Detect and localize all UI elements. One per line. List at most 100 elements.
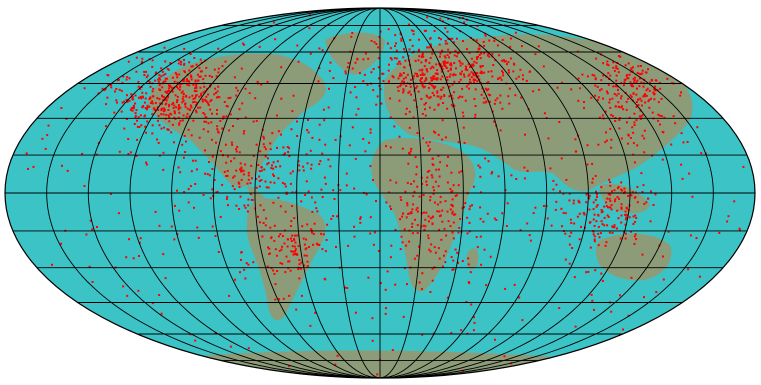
data-point [446, 210, 449, 213]
data-point [620, 221, 623, 224]
data-point [168, 116, 171, 119]
data-point [178, 111, 181, 114]
data-point [324, 182, 327, 185]
data-point [115, 88, 118, 90]
data-point [400, 199, 403, 201]
data-point [608, 206, 611, 209]
data-point [413, 75, 415, 78]
data-point [131, 109, 134, 112]
data-point [189, 52, 192, 55]
data-point [416, 185, 419, 188]
data-point [148, 105, 151, 108]
data-point [437, 133, 440, 136]
data-point [600, 79, 603, 82]
data-point [268, 252, 271, 255]
data-point [429, 148, 431, 151]
data-point [372, 68, 375, 70]
data-point [654, 89, 657, 92]
data-point [389, 57, 392, 59]
data-point [437, 185, 440, 188]
data-point [323, 119, 326, 122]
data-point [459, 64, 462, 67]
data-point [272, 201, 275, 204]
data-point [436, 91, 439, 94]
data-point [163, 126, 166, 129]
data-point [276, 160, 279, 163]
data-point [624, 237, 627, 240]
data-point [283, 183, 286, 185]
data-point [208, 74, 211, 77]
data-point [606, 92, 609, 95]
data-point [297, 268, 300, 270]
data-point [601, 223, 604, 226]
data-point [144, 107, 147, 109]
data-point [308, 27, 311, 30]
data-point [473, 316, 475, 319]
data-point [264, 155, 267, 158]
data-point [310, 196, 313, 199]
data-point [237, 181, 240, 184]
data-point [143, 74, 146, 76]
data-point [651, 111, 654, 114]
data-point [483, 52, 486, 55]
data-point [593, 235, 596, 238]
data-point [160, 127, 163, 130]
data-point [641, 191, 644, 193]
data-point [421, 112, 424, 115]
landmass-south-america [246, 198, 326, 321]
data-point [322, 108, 325, 111]
data-point [235, 150, 238, 153]
data-point [389, 256, 392, 259]
data-point [463, 21, 466, 24]
data-point [632, 142, 635, 145]
data-point [203, 120, 206, 123]
data-point [422, 224, 425, 227]
data-point [134, 102, 137, 105]
data-point [167, 68, 170, 71]
data-point [270, 167, 273, 170]
data-point [474, 88, 477, 91]
data-point [408, 126, 411, 129]
data-point [404, 59, 407, 62]
data-point [400, 37, 403, 40]
data-point [634, 76, 636, 79]
data-point [451, 190, 454, 193]
data-point [443, 64, 446, 67]
data-point [159, 102, 162, 105]
data-point [162, 151, 165, 154]
data-point [479, 235, 482, 238]
data-point [445, 61, 448, 64]
data-point [243, 130, 246, 133]
data-point [164, 97, 167, 100]
data-point [606, 214, 609, 217]
data-point [224, 60, 227, 63]
data-point [596, 196, 598, 198]
data-point [423, 73, 426, 76]
data-point [437, 247, 440, 250]
data-point [687, 268, 690, 271]
data-point [251, 177, 253, 180]
data-point [355, 96, 358, 99]
data-point [144, 125, 147, 128]
data-point [425, 94, 428, 97]
data-point [473, 98, 476, 100]
data-point [202, 78, 205, 81]
data-point [468, 282, 471, 285]
data-point [295, 308, 298, 311]
data-point [130, 95, 133, 98]
data-point [395, 57, 398, 60]
data-point [151, 102, 154, 105]
data-point [408, 23, 410, 26]
data-point [199, 106, 202, 109]
data-point [243, 268, 246, 271]
data-point [174, 94, 177, 97]
data-point [518, 296, 521, 299]
data-point [591, 162, 594, 165]
data-point [423, 228, 426, 231]
data-point [444, 65, 447, 68]
data-point [418, 245, 420, 248]
data-point [420, 225, 423, 228]
data-point [270, 236, 273, 239]
data-point [398, 135, 401, 138]
data-point [126, 118, 128, 120]
